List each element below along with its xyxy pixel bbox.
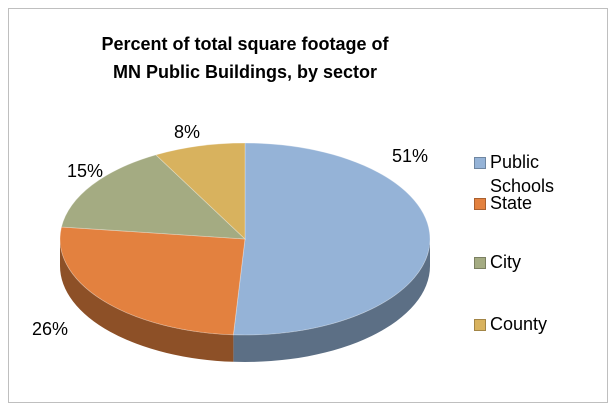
- slice: [59, 226, 246, 336]
- slice: [232, 142, 431, 336]
- slice: [155, 142, 246, 240]
- data-label: 8%: [174, 122, 200, 142]
- data-label: 15%: [67, 161, 103, 181]
- legend-item: Public Schools: [474, 150, 570, 198]
- legend-label: Public Schools: [490, 152, 555, 196]
- legend-item: State: [474, 191, 570, 215]
- legend-label: State: [490, 193, 533, 213]
- legend-item: City: [474, 250, 570, 274]
- legend-swatch: [474, 257, 486, 269]
- data-label: 26%: [32, 319, 68, 339]
- legend-label: County: [490, 314, 548, 334]
- slice-side: [60, 239, 234, 362]
- data-label: 51%: [392, 146, 428, 166]
- slice-side: [233, 239, 430, 362]
- slice: [60, 154, 247, 240]
- legend-swatch: [474, 198, 486, 210]
- chart-title: Percent of total square footage of MN Pu…: [101, 34, 389, 82]
- legend-swatch: [474, 319, 486, 331]
- legend-swatch: [474, 157, 486, 169]
- legend-label: City: [490, 252, 521, 272]
- chart-frame: [8, 8, 608, 403]
- legend-item: County: [474, 312, 570, 336]
